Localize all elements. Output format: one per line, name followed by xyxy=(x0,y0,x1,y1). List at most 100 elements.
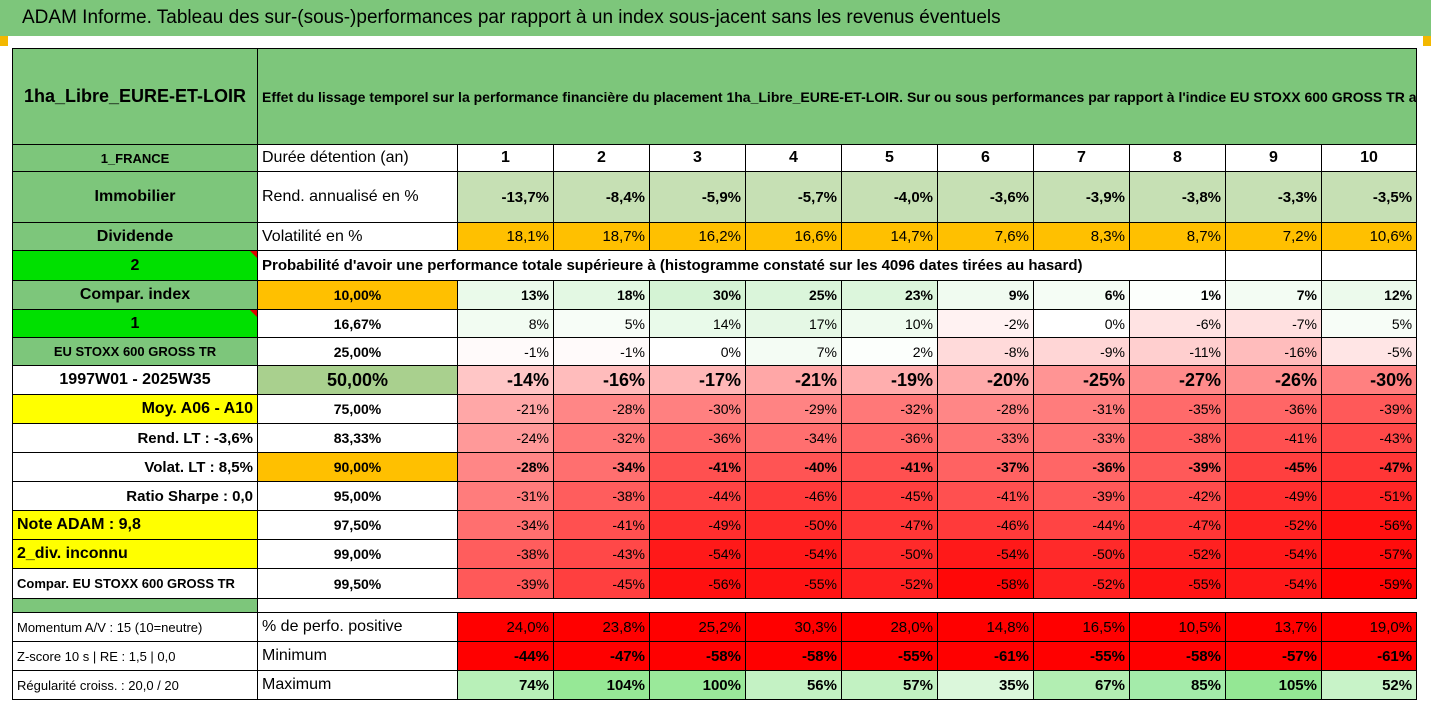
quantile-value: -55% xyxy=(745,568,842,599)
quantile-value: -30% xyxy=(1320,365,1418,395)
volat-value: 18,7% xyxy=(553,222,650,251)
positive-value: 30,3% xyxy=(745,612,842,642)
minimum-value: -55% xyxy=(1033,641,1130,671)
maximum-value: 105% xyxy=(1225,670,1322,700)
quantile-value: -34% xyxy=(457,510,554,540)
positive-value: 14,8% xyxy=(937,612,1034,642)
left-label-zscore: Z-score 10 s | RE : 1,5 | 0,0 xyxy=(12,641,258,671)
quantile-value: -27% xyxy=(1129,365,1226,395)
quantile-value: 5% xyxy=(1320,309,1418,338)
quantile-value: -28% xyxy=(937,394,1034,424)
quantile-value: 23% xyxy=(841,280,938,310)
rend-value: -3,9% xyxy=(1033,171,1130,223)
minimum-value: -55% xyxy=(841,641,938,671)
quantile-value: 7% xyxy=(1225,280,1322,310)
quantile-value: -31% xyxy=(457,481,554,511)
rend-value: -3,6% xyxy=(937,171,1034,223)
rend-value: -13,7% xyxy=(457,171,554,223)
duree-label: Durée détention (an) xyxy=(257,144,458,172)
quantile-value: -54% xyxy=(937,539,1034,569)
quantile-value: -32% xyxy=(553,423,650,453)
quantile-value: -1% xyxy=(553,337,650,366)
maximum-value: 67% xyxy=(1033,670,1130,700)
separator-cell xyxy=(257,598,1417,613)
duree-value: 9 xyxy=(1225,144,1322,172)
quantile-value: -31% xyxy=(1033,394,1130,424)
quantile-value: -41% xyxy=(841,452,938,482)
quantile-value: -41% xyxy=(649,452,746,482)
quantile-value: -16% xyxy=(553,365,650,395)
quantile-label: 25,00% xyxy=(257,337,458,366)
left-label-volat-lt: Volat. LT : 8,5% xyxy=(12,452,258,482)
quantile-value: -43% xyxy=(553,539,650,569)
quantile-value: -21% xyxy=(457,394,554,424)
quantile-value: -44% xyxy=(649,481,746,511)
duree-value: 7 xyxy=(1033,144,1130,172)
quantile-value: -47% xyxy=(841,510,938,540)
minimum-value: -57% xyxy=(1225,641,1322,671)
quantile-value: -40% xyxy=(745,452,842,482)
quantile-value: -56% xyxy=(1320,510,1418,540)
volat-value: 8,7% xyxy=(1129,222,1226,251)
left-label-index-name: EU STOXX 600 GROSS TR xyxy=(12,337,258,366)
quantile-value: -41% xyxy=(937,481,1034,511)
quantile-value: 18% xyxy=(553,280,650,310)
quantile-value: 17% xyxy=(745,309,842,338)
empty-cell xyxy=(1320,250,1418,281)
quantile-value: 13% xyxy=(457,280,554,310)
quantile-value: 6% xyxy=(1033,280,1130,310)
quantile-value: -36% xyxy=(1033,452,1130,482)
quantile-value: -56% xyxy=(649,568,746,599)
quantile-value: 10% xyxy=(841,309,938,338)
volat-value: 8,3% xyxy=(1033,222,1130,251)
quantile-value: -47% xyxy=(1129,510,1226,540)
left-label-note: Note ADAM : 9,8 xyxy=(12,510,258,540)
performance-sheet: 1ha_Libre_EURE-ET-LOIR Effet du lissage … xyxy=(0,36,1431,718)
quantile-value: -54% xyxy=(1225,539,1322,569)
rend-value: -5,7% xyxy=(745,171,842,223)
volat-value: 10,6% xyxy=(1320,222,1418,251)
volat-label: Volatilité en % xyxy=(257,222,458,251)
quantile-value: -47% xyxy=(1320,452,1418,482)
volat-value: 7,6% xyxy=(937,222,1034,251)
duree-value: 5 xyxy=(841,144,938,172)
quantile-value: -39% xyxy=(1033,481,1130,511)
quantile-value: -36% xyxy=(1225,394,1322,424)
left-label-period: 1997W01 - 2025W35 xyxy=(12,365,258,395)
probability-text: Probabilité d'avoir une performance tota… xyxy=(257,250,1226,281)
country-label: 1_FRANCE xyxy=(12,144,258,172)
volat-value: 16,6% xyxy=(745,222,842,251)
positive-value: 16,5% xyxy=(1033,612,1130,642)
field-2: 2 xyxy=(12,250,258,281)
quantile-value: -33% xyxy=(1033,423,1130,453)
minimum-value: -58% xyxy=(1129,641,1226,671)
quantile-value: -29% xyxy=(745,394,842,424)
minimum-value: -58% xyxy=(745,641,842,671)
dividend-label: Dividende xyxy=(12,222,258,251)
quantile-value: -1% xyxy=(457,337,554,366)
corner-marker-left xyxy=(0,36,8,46)
duree-value: 10 xyxy=(1320,144,1418,172)
quantile-value: -55% xyxy=(1129,568,1226,599)
quantile-value: -36% xyxy=(649,423,746,453)
duree-value: 4 xyxy=(745,144,842,172)
quantile-value: -52% xyxy=(841,568,938,599)
minimum-value: -61% xyxy=(937,641,1034,671)
quantile-value: -30% xyxy=(649,394,746,424)
left-label-div: 2_div. inconnu xyxy=(12,539,258,569)
positive-value: 23,8% xyxy=(553,612,650,642)
quantile-value: -34% xyxy=(553,452,650,482)
duree-value: 3 xyxy=(649,144,746,172)
quantile-value: -39% xyxy=(1129,452,1226,482)
quantile-value: -9% xyxy=(1033,337,1130,366)
quantile-value: -57% xyxy=(1320,539,1418,569)
quantile-value: -54% xyxy=(745,539,842,569)
quantile-value: 9% xyxy=(937,280,1034,310)
positive-value: 19,0% xyxy=(1320,612,1418,642)
rend-value: -4,0% xyxy=(841,171,938,223)
quantile-value: -5% xyxy=(1320,337,1418,366)
duree-value: 2 xyxy=(553,144,650,172)
quantile-value: -8% xyxy=(937,337,1034,366)
quantile-value: -25% xyxy=(1033,365,1130,395)
quantile-label: 99,50% xyxy=(257,568,458,599)
